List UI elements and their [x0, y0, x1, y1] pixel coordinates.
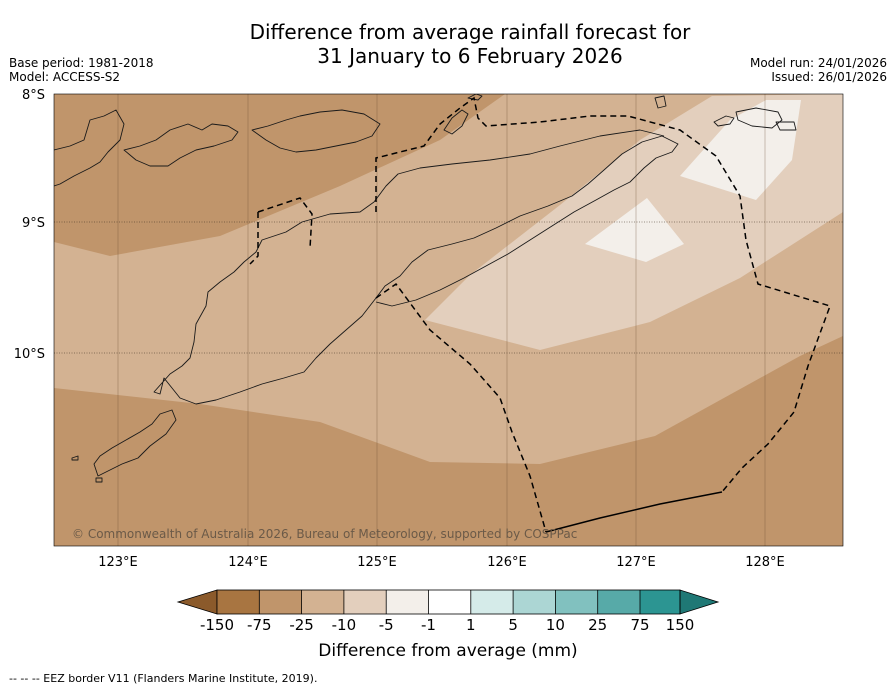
colorbar-tick-6: 1 — [466, 616, 476, 634]
colorbar-label: Difference from average (mm) — [318, 641, 578, 661]
lat-label-9s: 9°S — [22, 216, 45, 231]
coast-lakor — [775, 121, 797, 131]
map-frame — [53, 93, 844, 547]
coast-timor — [153, 129, 679, 405]
meta-left: Base period: 1981-2018 Model: ACCESS-S2 — [9, 56, 154, 84]
coast-rote — [71, 409, 177, 483]
colorbar-tick-1: -75 — [247, 616, 272, 634]
colorbar-bin-6 — [428, 590, 471, 614]
chart-title: Difference from average rainfall forecas… — [170, 20, 770, 68]
colorbar-tick-3: -10 — [332, 616, 357, 634]
colorbar-tick-7: 5 — [508, 616, 518, 634]
map-figure: 8°S 9°S 10°S 123°E 124°E 125°E 126°E 127… — [14, 88, 844, 634]
coastlines — [54, 94, 797, 483]
lat-label-10s: 10°S — [14, 347, 45, 362]
map-panel — [54, 94, 843, 546]
gridlines — [54, 94, 843, 546]
colorbar-tick-11: 150 — [666, 616, 695, 634]
patch-very-light-1 — [680, 100, 801, 200]
colorbar: -150 -75 -25 -10 -5 -1 1 5 10 25 75 150 — [176, 589, 720, 634]
lon-label-128e: 128°E — [745, 555, 785, 570]
colorbar-bin-3 — [301, 590, 344, 614]
colorbar-bin-4 — [343, 590, 387, 614]
colorbar-bin-1 — [217, 590, 260, 614]
colorbar-bin-9 — [555, 590, 598, 614]
base-period: Base period: 1981-2018 — [9, 56, 154, 70]
eez-south-solid — [545, 491, 723, 533]
copyright-notice: © Commonwealth of Australia 2026, Bureau… — [72, 527, 577, 541]
issued-date: Issued: 26/01/2026 — [771, 70, 887, 84]
lon-label-123e: 123°E — [98, 555, 138, 570]
model-name: Model: ACCESS-S2 — [9, 70, 121, 84]
meta-right: Model run: 24/01/2026 Issued: 26/01/2026 — [750, 56, 887, 84]
eez-north — [249, 96, 831, 533]
patch-very-light-2 — [585, 198, 684, 262]
lon-label-126e: 126°E — [487, 555, 527, 570]
colorbar-bin-5 — [386, 590, 429, 614]
colorbar-bin-8 — [513, 590, 556, 614]
colorbar-bin-7 — [470, 590, 514, 614]
colorbar-frame — [216, 589, 681, 615]
lon-label-125e: 125°E — [357, 555, 397, 570]
colorbar-bin-10 — [597, 590, 640, 614]
lon-label-124e: 124°E — [228, 555, 268, 570]
colorbar-tick-0: -150 — [200, 616, 234, 634]
title-line-1: Difference from average rainfall forecas… — [249, 20, 691, 44]
colorbar-dividers — [258, 590, 641, 614]
title-line-2: 31 January to 6 February 2026 — [317, 44, 623, 68]
colorbar-tick-5: -1 — [421, 616, 436, 634]
lon-label-127e: 127°E — [616, 555, 656, 570]
colorbar-tick-8: 10 — [546, 616, 565, 634]
colorbar-tick-10: 75 — [630, 616, 649, 634]
model-run: Model run: 24/01/2026 — [749, 56, 887, 70]
coast-leti — [713, 115, 735, 127]
lat-label-8s: 8°S — [22, 88, 45, 103]
colorbar-bin-2 — [259, 590, 302, 614]
coast-flores — [54, 109, 125, 187]
coast-kisar — [654, 95, 667, 109]
colorbar-tick-9: 25 — [588, 616, 607, 634]
colorbar-tick-2: -25 — [289, 616, 314, 634]
coast-alor — [251, 109, 381, 153]
coast-pantar — [123, 123, 239, 167]
coast-atauro — [443, 109, 469, 135]
colorbar-bin-11 — [640, 590, 680, 614]
colorbar-tick-4: -5 — [379, 616, 394, 634]
eez-border — [249, 96, 831, 533]
colorbar-extend-low — [176, 589, 218, 615]
footnote: -- -- -- EEZ border V11 (Flanders Marine… — [9, 672, 318, 685]
colorbar-extend-high — [679, 589, 720, 615]
